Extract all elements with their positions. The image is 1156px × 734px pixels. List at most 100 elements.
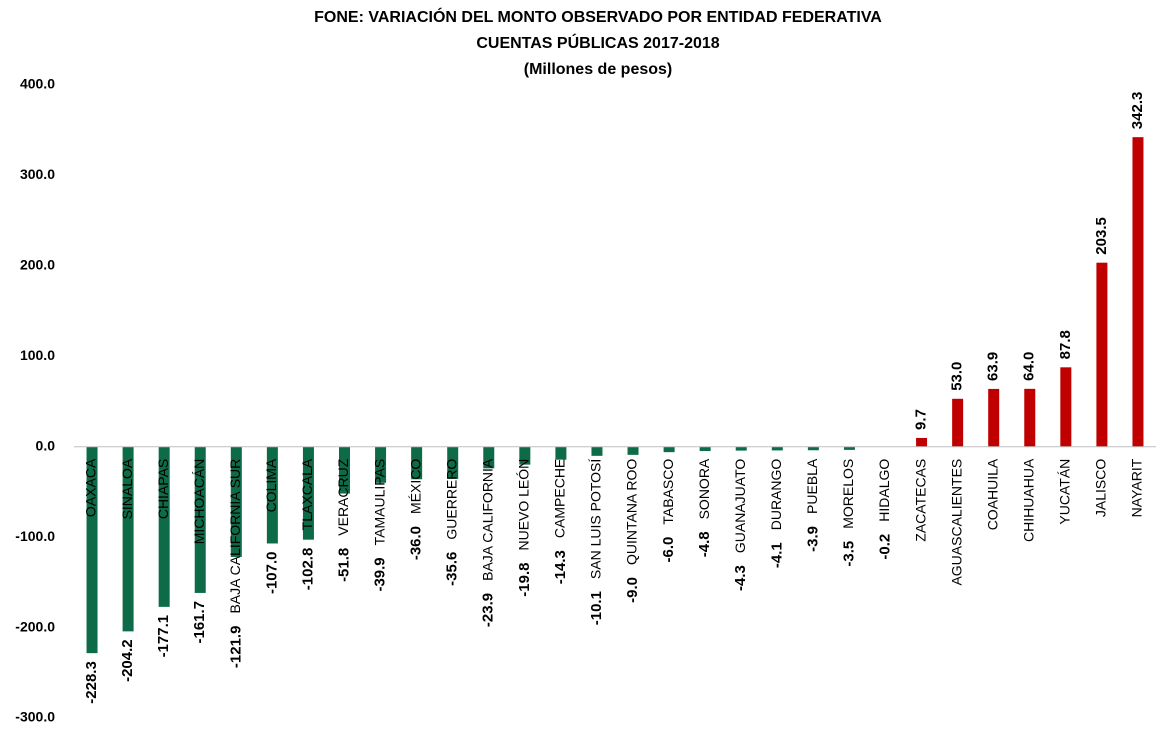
x-tick-label: HIDALGO xyxy=(876,459,892,522)
y-tick-label: 100.0 xyxy=(20,347,55,363)
y-tick-label: -200.0 xyxy=(15,618,55,634)
value-label: 203.5 xyxy=(1093,217,1110,255)
value-label: -4.8 xyxy=(696,531,713,557)
bar xyxy=(1024,388,1036,447)
bar xyxy=(266,446,278,544)
value-label: -121.9 xyxy=(227,626,244,669)
value-label: -161.7 xyxy=(191,601,208,644)
value-label: -228.3 xyxy=(83,661,100,704)
x-tick-label: GUERRERO xyxy=(443,459,459,540)
bar xyxy=(302,446,314,540)
bar xyxy=(122,446,134,632)
x-tick-label: OAXACA xyxy=(83,458,99,517)
value-label: -51.8 xyxy=(335,548,352,582)
x-tick-label: QUINTANA ROO xyxy=(624,459,640,565)
y-tick-label: -300.0 xyxy=(15,709,55,725)
bar xyxy=(1132,137,1144,447)
x-tick-label: JALISCO xyxy=(1093,459,1109,517)
value-label: -4.1 xyxy=(768,542,785,568)
bar xyxy=(1060,367,1072,447)
bar xyxy=(988,388,1000,447)
chart-title: FONE: VARIACIÓN DEL MONTO OBSERVADO POR … xyxy=(314,7,882,26)
value-label: 53.0 xyxy=(949,362,966,391)
value-label: -35.6 xyxy=(444,552,461,586)
unit-label: (Millones de pesos) xyxy=(524,61,672,78)
bar xyxy=(952,398,964,447)
bar xyxy=(771,446,783,451)
bar xyxy=(663,446,675,453)
value-label: -204.2 xyxy=(119,639,136,682)
bar xyxy=(699,446,711,452)
x-tick-label: CAMPECHE xyxy=(552,459,568,538)
value-label: 87.8 xyxy=(1057,330,1074,359)
bar xyxy=(375,446,387,483)
x-tick-label: COAHUILA xyxy=(984,458,1000,530)
value-label: -177.1 xyxy=(155,615,172,658)
x-tick-label: NAYARIT xyxy=(1129,458,1145,517)
value-label: -14.3 xyxy=(552,550,569,584)
value-label: 9.7 xyxy=(913,409,930,430)
x-tick-label: CHIAPAS xyxy=(155,459,171,519)
value-label: -10.1 xyxy=(588,591,605,625)
value-label: -102.8 xyxy=(299,548,316,591)
value-label: -4.3 xyxy=(732,565,749,591)
bar xyxy=(339,446,350,494)
value-label: 342.3 xyxy=(1129,92,1146,130)
bar xyxy=(483,446,495,469)
x-tick-label: VERACRUZ xyxy=(335,458,351,535)
x-tick-label: SONORA xyxy=(696,458,712,519)
x-tick-label: DURANGO xyxy=(768,459,784,531)
x-tick-label: MÉXICO xyxy=(407,459,423,514)
x-tick-label: YUCATÁN xyxy=(1057,459,1073,525)
x-tick-label: MORELOS xyxy=(840,459,856,529)
bar xyxy=(194,446,206,593)
bar xyxy=(627,446,639,455)
x-tick-label: TABASCO xyxy=(660,459,676,525)
bar xyxy=(555,446,567,460)
y-tick-label: 0.0 xyxy=(36,437,56,453)
x-tick-label: BAJA CALIFORNIA xyxy=(479,458,495,581)
y-tick-label: 400.0 xyxy=(20,76,55,92)
x-tick-label: NUEVO LEÓN xyxy=(516,459,532,551)
bar xyxy=(735,446,747,451)
x-tick-label: TAMAULIPAS xyxy=(371,459,387,546)
bar xyxy=(230,446,242,557)
chart-subtitle: CUENTAS PÚBLICAS 2017-2018 xyxy=(476,33,719,52)
x-tick-label: AGUASCALIENTES xyxy=(948,459,964,586)
x-tick-label: COLIMA xyxy=(263,458,279,512)
value-label: 63.9 xyxy=(985,352,1002,381)
bar xyxy=(158,446,170,607)
x-tick-label: PUEBLA xyxy=(804,458,820,514)
x-tick-label: TLAXCALA xyxy=(299,458,315,530)
bar xyxy=(807,446,819,451)
bar xyxy=(591,446,603,456)
value-label: 64.0 xyxy=(1021,352,1038,381)
bar xyxy=(519,446,531,465)
bar xyxy=(411,446,423,480)
value-label: -23.9 xyxy=(480,593,497,627)
bar xyxy=(1096,262,1108,447)
x-tick-label: SINALOA xyxy=(119,458,135,519)
value-label: -9.0 xyxy=(624,577,641,603)
value-label: -19.8 xyxy=(516,563,533,597)
x-tick-label: SAN LUIS POTOSÍ xyxy=(588,459,604,579)
value-label: -39.9 xyxy=(372,557,389,591)
value-label: -0.2 xyxy=(876,534,893,560)
x-tick-label: MICHOACÁN xyxy=(191,459,207,545)
value-label: -3.5 xyxy=(840,541,857,567)
y-tick-label: 200.0 xyxy=(20,257,55,273)
y-tick-label: -100.0 xyxy=(15,528,55,544)
x-tick-label: GUANAJUATO xyxy=(732,459,748,553)
x-tick-label: ZACATECAS xyxy=(912,459,928,542)
y-tick-label: 300.0 xyxy=(20,166,55,182)
x-tick-label: CHIHUAHUA xyxy=(1020,458,1036,542)
x-tick-label: BAJA CALIFORNIA SUR xyxy=(227,459,243,614)
value-label: -3.9 xyxy=(804,526,821,552)
value-label: -6.0 xyxy=(660,537,677,563)
bar xyxy=(843,446,855,450)
bar xyxy=(86,446,98,654)
value-label: -36.0 xyxy=(408,526,425,560)
value-label: -107.0 xyxy=(263,551,280,594)
bar xyxy=(447,446,459,479)
